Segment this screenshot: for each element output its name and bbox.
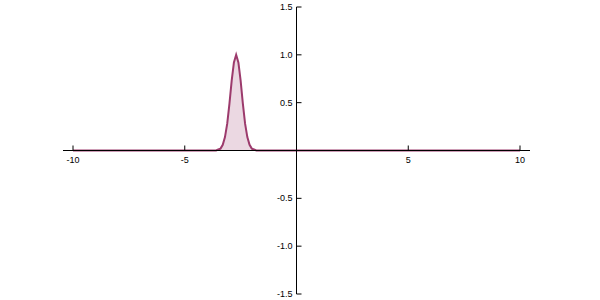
chart-svg: -10 -5 5 10 -1.5 -1.0 -0.5 0.5 1.0 1.5 [0, 0, 600, 300]
y-tick [297, 246, 302, 247]
y-tick-label: -1.0 [277, 241, 293, 251]
x-tick-label: -5 [181, 155, 189, 165]
x-tick [184, 146, 185, 151]
x-tick-label: 10 [515, 155, 525, 165]
y-tick [297, 54, 302, 55]
y-tick-label: -0.5 [277, 193, 293, 203]
y-tick-label: 0.5 [280, 98, 293, 108]
x-tick-label: -10 [66, 155, 79, 165]
x-tick-label: 5 [406, 155, 411, 165]
y-tick [297, 198, 302, 199]
y-tick-label: 1.5 [280, 2, 293, 12]
x-tick [408, 146, 409, 151]
chart-container: -10 -5 5 10 -1.5 -1.0 -0.5 0.5 1.0 1.5 [0, 0, 600, 300]
y-tick-label: 1.0 [280, 50, 293, 60]
axes: -10 -5 5 10 -1.5 -1.0 -0.5 0.5 1.0 1.5 [63, 2, 530, 299]
y-tick [297, 102, 302, 103]
x-tick [520, 146, 521, 151]
y-tick [297, 294, 302, 295]
y-tick [297, 7, 302, 8]
x-tick [73, 146, 74, 151]
y-tick-label: -1.5 [277, 289, 293, 299]
y-axis-line [296, 7, 297, 294]
